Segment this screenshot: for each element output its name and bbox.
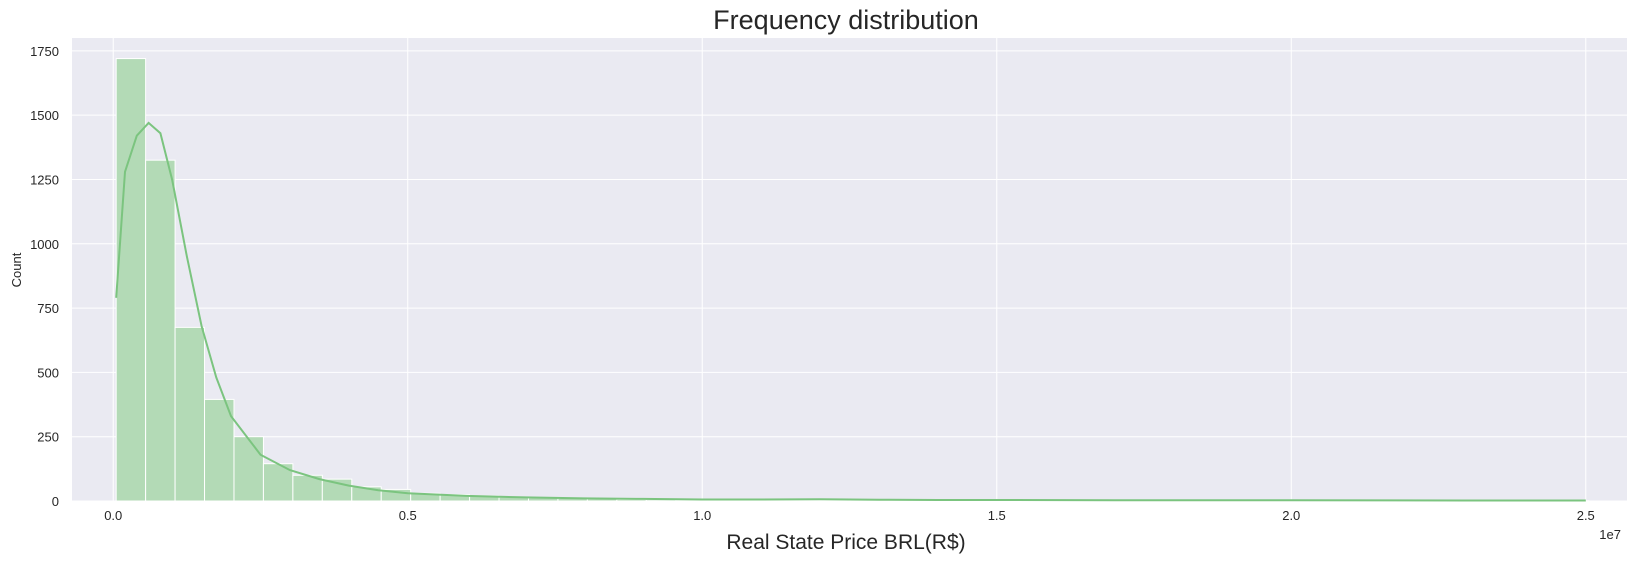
x-tick-label: 1.0 <box>693 508 711 523</box>
y-tick-label: 500 <box>37 365 59 380</box>
histogram-bar <box>145 159 176 502</box>
y-tick-label: 250 <box>37 430 59 445</box>
x-axis-offset-label: 1e7 <box>1599 527 1621 542</box>
x-tick-label: 2.5 <box>1577 508 1595 523</box>
histogram-bar <box>174 326 206 502</box>
y-tick-label: 0 <box>52 494 59 509</box>
y-tick-label: 1000 <box>30 237 59 252</box>
y-tick-label: 1500 <box>30 108 59 123</box>
histogram-bar <box>292 474 323 502</box>
x-tick-label: 1.5 <box>988 508 1006 523</box>
plot-background <box>72 38 1627 501</box>
x-tick-label: 2.0 <box>1282 508 1300 523</box>
x-axis-ticks: 0.0 0.5 1.0 1.5 2.0 2.5 <box>104 508 1595 523</box>
chart-title: Frequency distribution <box>713 5 979 35</box>
y-axis-ticks: 0 250 500 750 1000 1250 1500 1750 <box>30 44 59 509</box>
y-tick-label: 1750 <box>30 44 59 59</box>
x-tick-label: 0.0 <box>104 508 122 523</box>
histogram-bar <box>115 58 147 502</box>
kde-curve <box>115 121 1586 502</box>
y-tick-label: 1250 <box>30 172 59 187</box>
y-tick-label: 750 <box>37 301 59 316</box>
grid-lines <box>72 38 1627 502</box>
y-axis-label: Count <box>9 252 24 287</box>
histogram-bar <box>233 436 264 502</box>
x-tick-label: 0.5 <box>399 508 417 523</box>
x-axis-label: Real State Price BRL(R$) <box>726 531 965 554</box>
